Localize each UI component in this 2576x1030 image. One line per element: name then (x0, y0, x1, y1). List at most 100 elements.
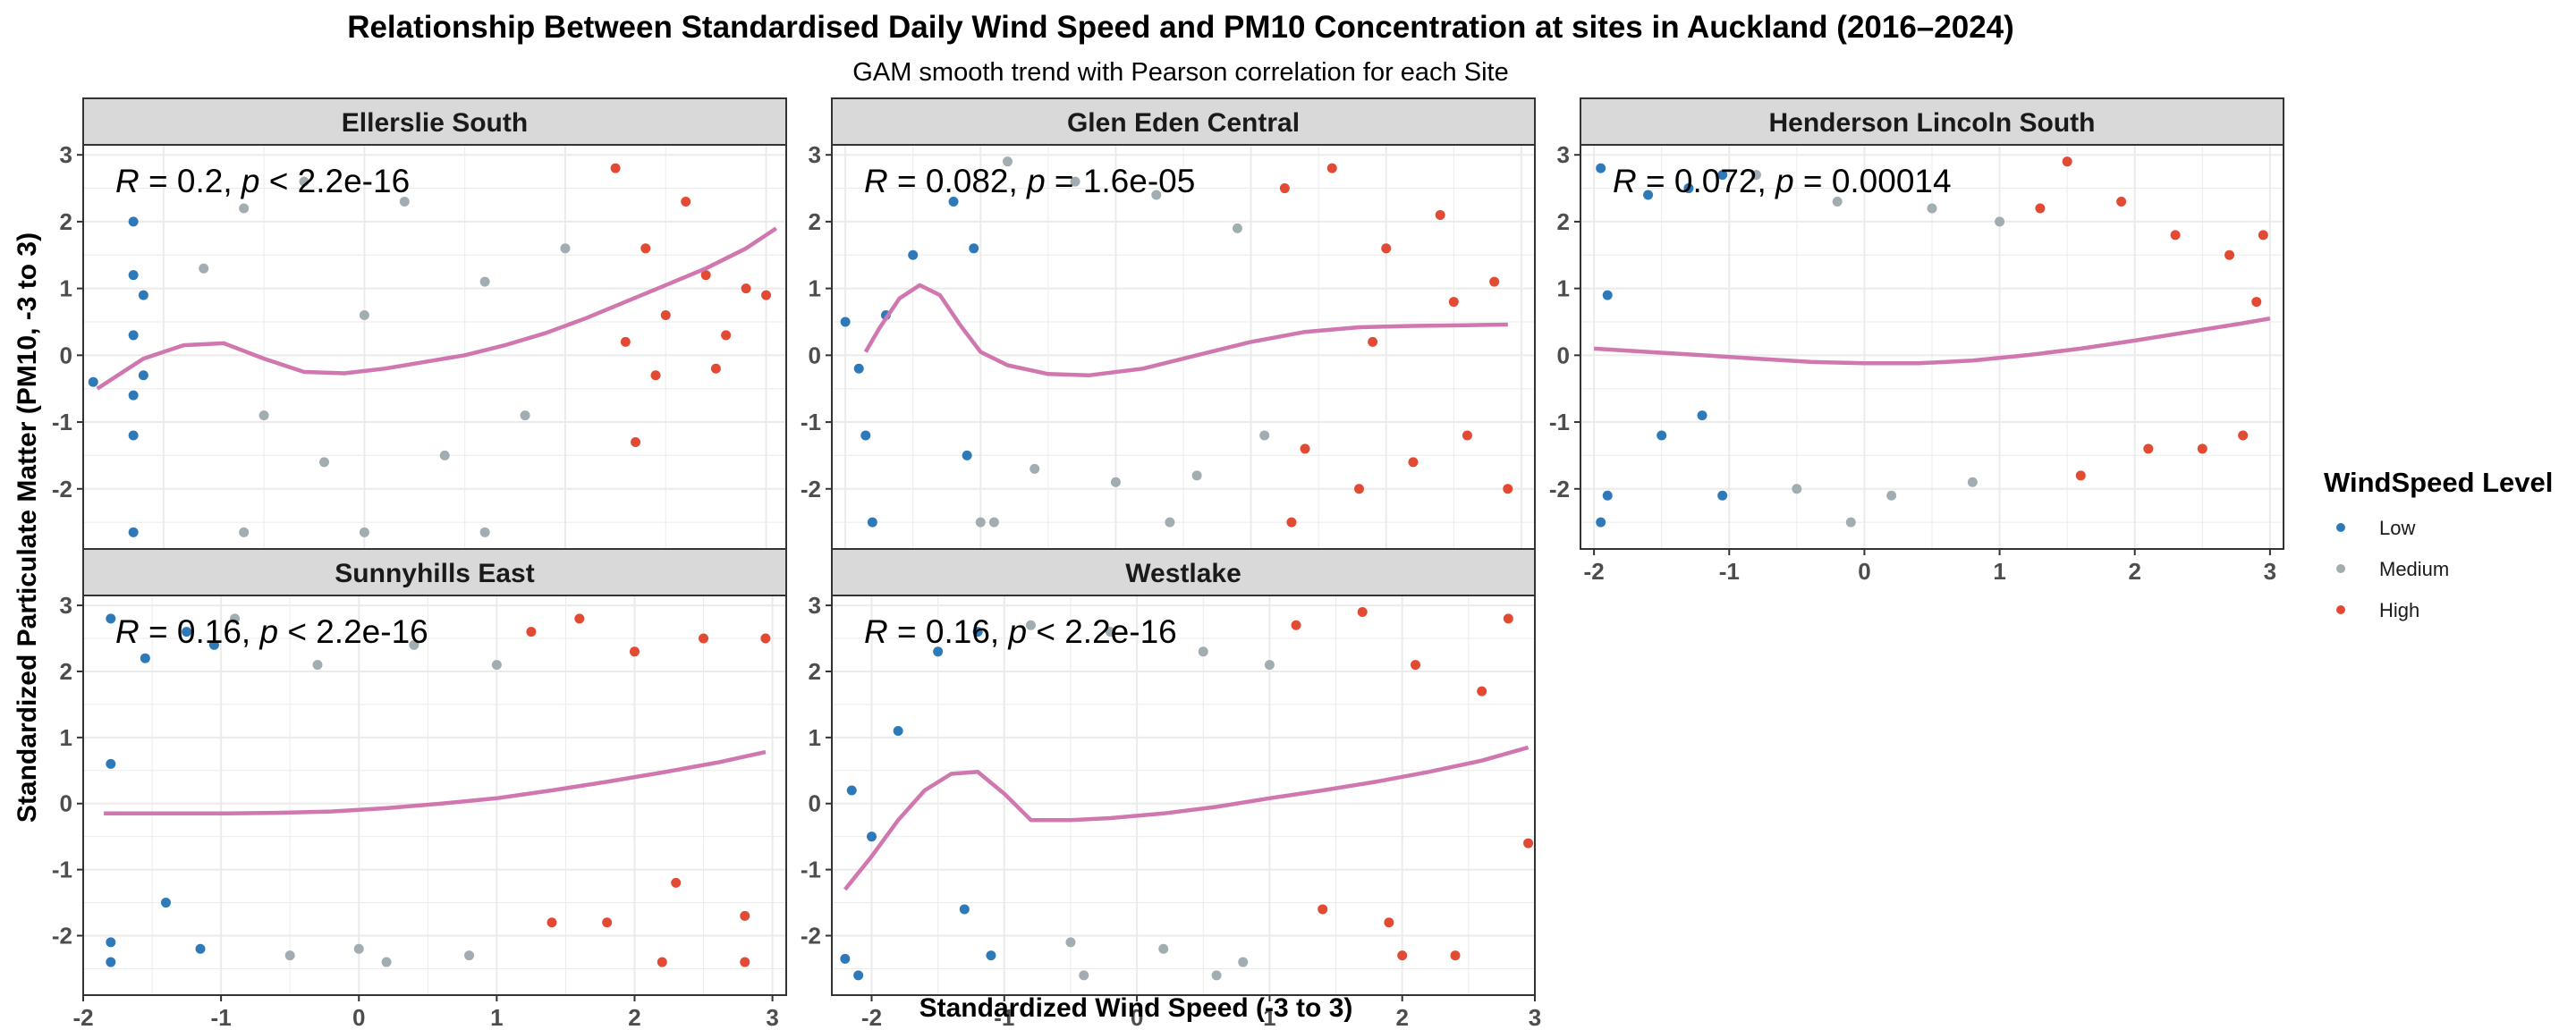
data-point (128, 390, 139, 401)
data-point (671, 877, 682, 888)
data-point (1368, 336, 1378, 347)
gridlines (832, 595, 1536, 995)
data-point (1300, 443, 1310, 454)
panel-border (831, 595, 1536, 996)
data-point (650, 370, 661, 381)
data-point (195, 943, 206, 954)
data-point (740, 957, 750, 967)
data-point (1435, 209, 1445, 220)
data-point (1792, 484, 1802, 494)
annotation-symbol: R (864, 163, 888, 199)
legend-label-medium: Medium (2379, 558, 2449, 580)
data-point (239, 527, 250, 537)
data-point (464, 950, 475, 961)
annotation-value: 0.072 (1674, 163, 1758, 199)
data-point (1354, 484, 1364, 494)
data-point (1110, 477, 1121, 487)
y-tick-label: -2 (801, 923, 821, 950)
annotation-symbol: = (1803, 163, 1832, 199)
data-point (629, 646, 640, 657)
y-tick-label: 2 (1557, 208, 1570, 235)
data-point (846, 785, 857, 796)
annotation-separator (1027, 613, 1036, 650)
data-point (574, 613, 585, 624)
data-point (2238, 430, 2249, 441)
y-tick-label: 0 (1557, 342, 1570, 368)
scatter-points (106, 613, 771, 967)
data-point (760, 633, 771, 644)
annotation-symbol: p (258, 613, 278, 650)
annotation-symbol: R (1613, 163, 1637, 199)
facet-strip (831, 548, 1536, 596)
data-point (106, 957, 116, 967)
data-point (948, 197, 959, 207)
data-point (1995, 216, 2005, 227)
data-point (1191, 470, 1202, 481)
panel-border (82, 595, 787, 996)
data-point (88, 376, 98, 387)
data-point (1602, 490, 1613, 501)
data-point (399, 197, 410, 207)
data-point (106, 758, 116, 769)
data-point (840, 953, 851, 964)
annotation-separator (278, 613, 287, 650)
gridlines (832, 145, 1535, 549)
x-tick-label: 3 (1529, 1004, 1541, 1030)
y-tick-label: 0 (809, 790, 821, 817)
data-point (657, 957, 667, 967)
annotation-value: 0.00014 (1832, 163, 1952, 199)
data-point (299, 176, 309, 187)
data-point (381, 957, 392, 967)
data-point (1065, 937, 1076, 948)
scatter-points (1596, 156, 2268, 528)
y-tick-label: 3 (60, 592, 72, 619)
y-tick-label: -2 (52, 476, 72, 502)
data-point (479, 276, 490, 287)
annotation-separator: = (140, 613, 177, 650)
data-point (1165, 517, 1175, 528)
y-tick-label: 0 (60, 790, 72, 817)
y-tick-label: -2 (801, 476, 821, 502)
y-tick-label: -1 (1549, 409, 1570, 435)
gridlines (82, 595, 786, 995)
legend-title: WindSpeed Level (2324, 467, 2553, 498)
data-point (106, 937, 116, 948)
data-point (1211, 970, 1222, 981)
data-point (128, 430, 139, 441)
annotation-separator: = (1637, 163, 1674, 199)
y-tick-label: 1 (809, 724, 821, 751)
data-point (1489, 276, 1500, 287)
data-point (547, 917, 557, 928)
data-point (1886, 490, 1897, 501)
data-point (138, 370, 148, 381)
annotation-value: 0.082 (926, 163, 1009, 199)
data-point (1158, 943, 1169, 954)
x-tick-label: 3 (766, 1004, 778, 1030)
data-point (1477, 686, 1487, 697)
x-tick-label: -1 (211, 1004, 232, 1030)
data-point (969, 243, 979, 254)
y-tick-label: 2 (60, 658, 72, 685)
data-point (230, 613, 241, 624)
data-point (1683, 183, 1694, 194)
y-tick-label: 3 (1557, 141, 1570, 168)
data-point (359, 527, 369, 537)
data-point (761, 290, 772, 300)
annotation-separator: , (990, 613, 1009, 650)
correlation-annotation: R = 0.16, p < 2.2e-16 (115, 613, 428, 650)
y-tick-label: 3 (809, 592, 821, 619)
gam-smooth-line (1593, 316, 2271, 366)
y-tick-label: -1 (801, 857, 821, 883)
data-point (106, 613, 116, 624)
annotation-symbol: p (1026, 163, 1046, 199)
x-tick-label: 0 (1858, 558, 1870, 585)
data-point (1657, 430, 1667, 441)
y-tick-label: 3 (809, 141, 821, 168)
data-point (2143, 443, 2154, 454)
y-tick-label: -1 (801, 409, 821, 435)
data-point (359, 310, 369, 321)
y-tick-label: 1 (1557, 275, 1570, 302)
data-point (962, 450, 972, 460)
data-point (740, 910, 750, 921)
